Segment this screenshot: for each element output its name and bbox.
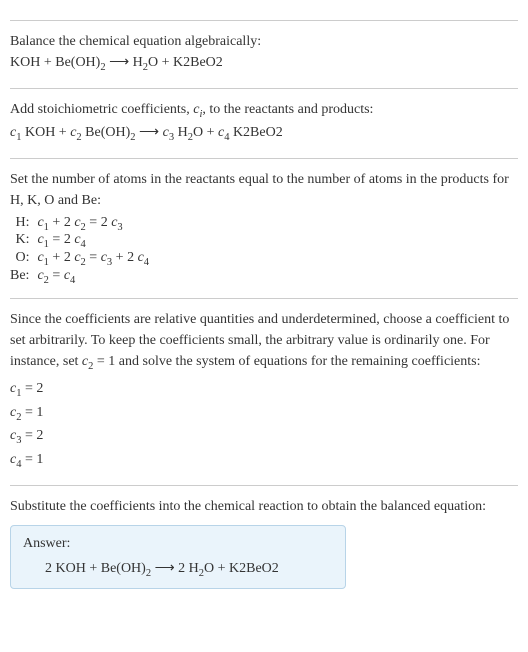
intro-text: Add stoichiometric coefficients, ci, to … — [10, 99, 518, 123]
coef-c4: c4 = 1 — [10, 449, 518, 473]
intro-text: Set the number of atoms in the reactants… — [10, 169, 518, 211]
intro-text: Since the coefficients are relative quan… — [10, 309, 518, 375]
eq-row-K: K: c1 = 2 c4 — [10, 232, 149, 250]
coef-c1: c1 = 2 — [10, 378, 518, 402]
equations-table: H: c1 + 2 c2 = 2 c3 K: c1 = 2 c4 O: c1 +… — [10, 215, 149, 286]
answer-label: Answer: — [23, 536, 333, 552]
intro-text: Substitute the coefficients into the che… — [10, 496, 518, 517]
section-atom-equations: Set the number of atoms in the reactants… — [10, 158, 518, 286]
section-add-coefficients: Add stoichiometric coefficients, ci, to … — [10, 88, 518, 146]
unbalanced-equation: KOH + Be(OH)2 ⟶ H2O + K2BeO2 — [10, 52, 518, 76]
intro-text: Balance the chemical equation algebraica… — [10, 31, 518, 52]
eq-row-Be: Be: c2 = c4 — [10, 268, 149, 286]
coefficient-equation: c1 KOH + c2 Be(OH)2 ⟶ c3 H2O + c4 K2BeO2 — [10, 122, 518, 146]
answer-box: Answer: 2 KOH + Be(OH)2 ⟶ 2 H2O + K2BeO2 — [10, 525, 346, 590]
coef-c2: c2 = 1 — [10, 402, 518, 426]
section-balance-intro: Balance the chemical equation algebraica… — [10, 20, 518, 76]
section-solve: Since the coefficients are relative quan… — [10, 298, 518, 473]
section-answer: Substitute the coefficients into the che… — [10, 485, 518, 590]
eq-row-H: H: c1 + 2 c2 = 2 c3 — [10, 215, 149, 233]
eq-row-O: O: c1 + 2 c2 = c3 + 2 c4 — [10, 250, 149, 268]
coef-c3: c3 = 2 — [10, 425, 518, 449]
balanced-equation: 2 KOH + Be(OH)2 ⟶ 2 H2O + K2BeO2 — [23, 560, 333, 579]
coefficient-list: c1 = 2 c2 = 1 c3 = 2 c4 = 1 — [10, 378, 518, 472]
